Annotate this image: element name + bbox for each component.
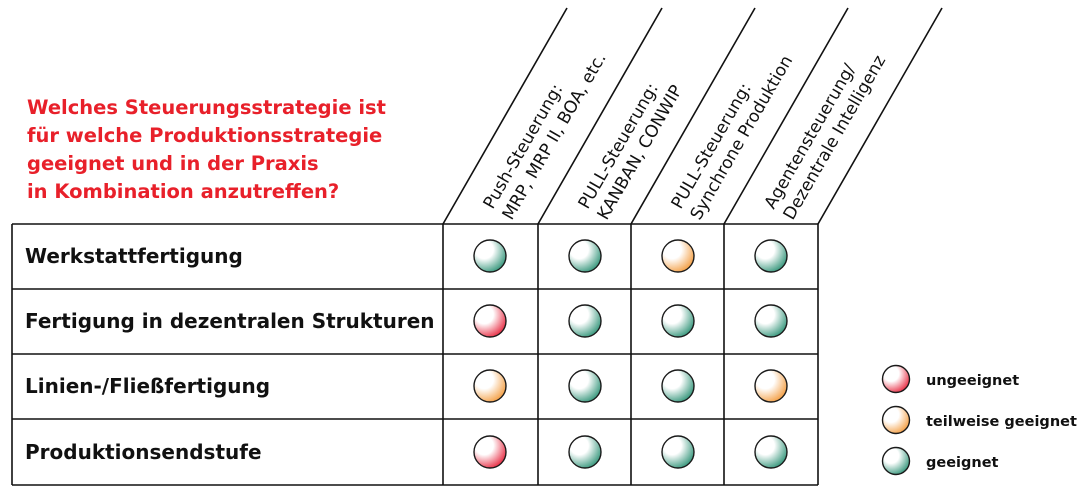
legend-label-ungeeignet: ungeeignet bbox=[926, 373, 1019, 389]
legend-label-geeignet: geeignet bbox=[926, 455, 999, 471]
question-line-1: Welches Steuerungsstrategie ist bbox=[27, 96, 386, 119]
rating-dot-geeignet bbox=[661, 369, 695, 403]
legend-dot-ungeeignet bbox=[881, 364, 911, 394]
rating-dot-geeignet bbox=[661, 304, 695, 338]
rating-dot-geeignet bbox=[473, 239, 507, 273]
legend-dot-teilweise bbox=[881, 405, 911, 435]
legend-label-teilweise: teilweise geeignet bbox=[926, 414, 1077, 430]
rating-dot-geeignet bbox=[568, 369, 602, 403]
legend: ungeeignet teilweise geeignet geeignet bbox=[881, 364, 1077, 476]
question-line-2: für welche Produktionsstrategie bbox=[27, 124, 382, 147]
header-slant-lines bbox=[442, 7, 943, 225]
rating-dot-ungeeignet bbox=[473, 304, 507, 338]
row-label-4: Produktionsendstufe bbox=[25, 440, 262, 464]
row-labels: Werkstattfertigung Fertigung in dezentra… bbox=[25, 244, 435, 464]
row-label-1: Werkstattfertigung bbox=[25, 244, 243, 268]
rating-dot-geeignet bbox=[568, 304, 602, 338]
question-line-3: geeignet und in der Praxis bbox=[27, 152, 319, 175]
rating-dot-teilweise bbox=[473, 369, 507, 403]
rating-dot-teilweise bbox=[661, 239, 695, 273]
rating-dot-ungeeignet bbox=[473, 435, 507, 469]
rating-dot-geeignet bbox=[754, 435, 788, 469]
question-heading: Welches Steuerungsstrategie ist für welc… bbox=[27, 96, 386, 203]
rating-dot-teilweise bbox=[754, 369, 788, 403]
rating-dot-geeignet bbox=[754, 304, 788, 338]
rating-dots bbox=[473, 239, 788, 469]
legend-dot-geeignet bbox=[881, 446, 911, 476]
row-label-3: Linien-/Fließfertigung bbox=[25, 374, 270, 398]
rating-dot-geeignet bbox=[568, 239, 602, 273]
rating-dot-geeignet bbox=[568, 435, 602, 469]
rating-dot-geeignet bbox=[754, 239, 788, 273]
table-grid bbox=[11, 223, 819, 486]
rating-dot-geeignet bbox=[661, 435, 695, 469]
question-line-4: in Kombination anzutreffen? bbox=[27, 180, 339, 203]
row-label-2: Fertigung in dezentralen Strukturen bbox=[25, 309, 435, 333]
